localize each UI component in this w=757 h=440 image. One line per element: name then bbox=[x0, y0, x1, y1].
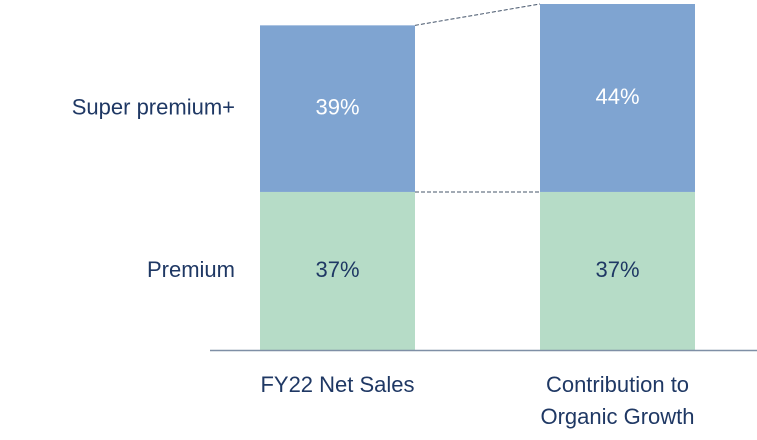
series-label: Super premium+ bbox=[72, 94, 235, 119]
value-label: 39% bbox=[315, 94, 359, 119]
value-label: 37% bbox=[595, 257, 639, 282]
connector bbox=[414, 3, 541, 26]
bar-segment bbox=[540, 4, 695, 192]
value-label: 37% bbox=[315, 257, 359, 282]
bar-segment bbox=[540, 191, 695, 350]
category-label: Contribution to Organic Growth bbox=[540, 372, 695, 429]
category-label: FY22 Net Sales bbox=[260, 372, 415, 397]
series-label: Premium bbox=[147, 257, 235, 282]
bar-segment bbox=[260, 191, 415, 350]
value-label: 44% bbox=[595, 84, 639, 109]
bar-segment bbox=[260, 25, 415, 192]
